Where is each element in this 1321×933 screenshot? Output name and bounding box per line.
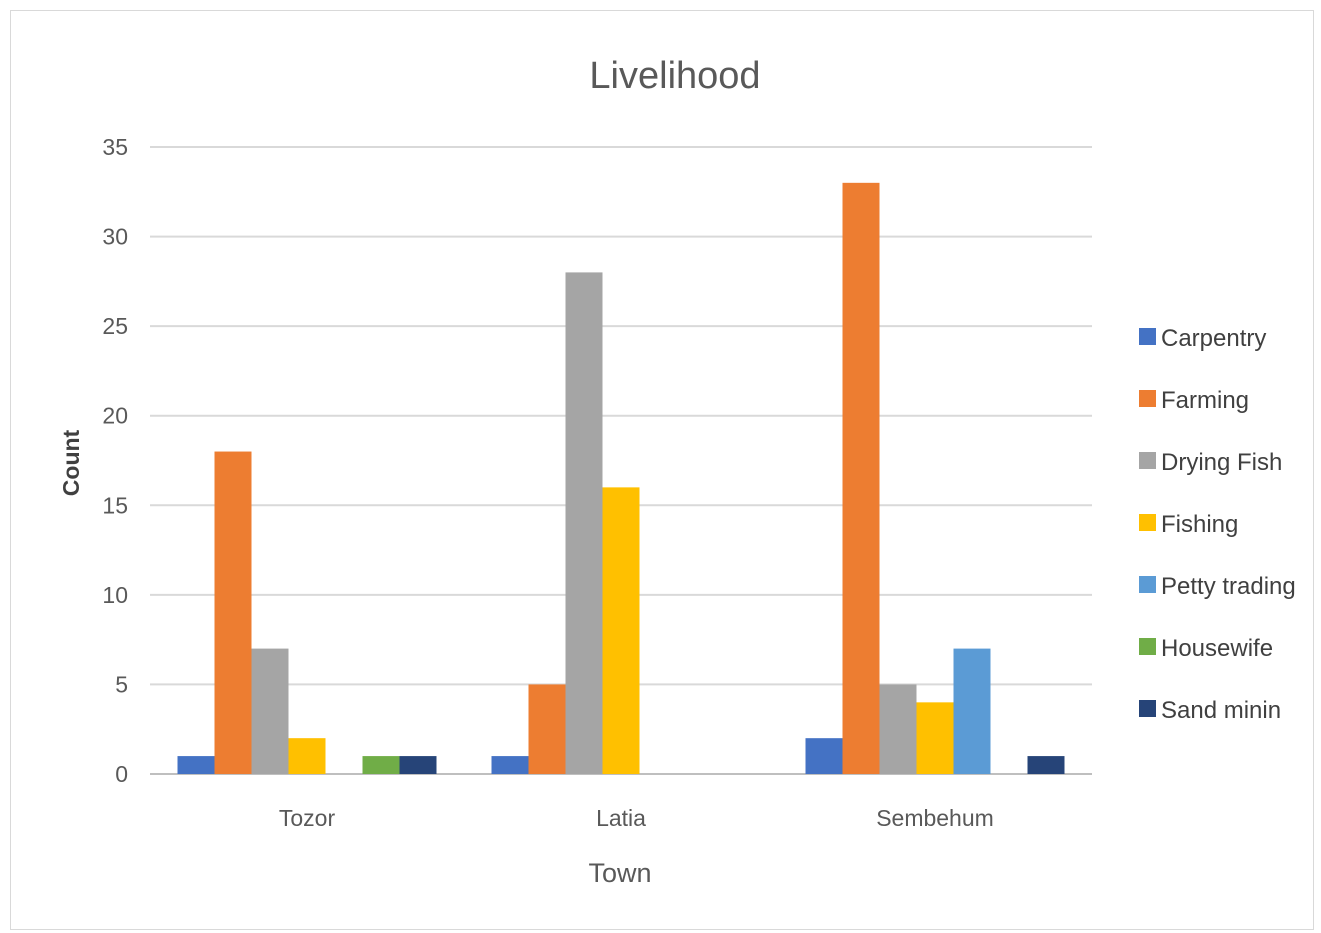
x-axis-ticks: Tozor Latia Sembehum <box>279 805 994 831</box>
y-tick-label: 5 <box>115 671 128 697</box>
legend-label: Drying Fish <box>1161 449 1282 476</box>
y-tick-label: 15 <box>102 492 128 518</box>
y-axis-title: Count <box>58 429 84 496</box>
y-tick-label: 20 <box>102 403 128 429</box>
legend-label: Housewife <box>1161 635 1273 662</box>
bar-sembehum-sand-minin <box>1027 756 1065 774</box>
bar-tozor-fishing <box>288 738 326 774</box>
y-tick-label: 10 <box>102 582 128 608</box>
y-tick-label: 25 <box>102 313 128 339</box>
x-tick-label: Sembehum <box>876 805 994 831</box>
bar-tozor-drying-fish <box>251 648 289 774</box>
legend-label: Farming <box>1161 387 1249 414</box>
legend-swatch <box>1139 700 1156 717</box>
bar-sembehum-fishing <box>916 702 954 774</box>
bar-latia-farming <box>528 684 566 774</box>
legend-swatch <box>1139 328 1156 345</box>
bar-tozor-sand-minin <box>399 756 437 774</box>
bar-tozor-housewife <box>362 756 400 774</box>
y-tick-label: 0 <box>115 761 128 787</box>
legend-label: Fishing <box>1161 511 1238 538</box>
bar-tozor-farming <box>214 451 252 774</box>
legend-label: Carpentry <box>1161 325 1266 352</box>
legend-swatch <box>1139 390 1156 407</box>
x-tick-label: Latia <box>596 805 646 831</box>
y-tick-label: 30 <box>102 224 128 250</box>
y-axis-ticks: 0 5 10 15 20 25 30 35 <box>102 134 128 787</box>
bars <box>177 182 1065 775</box>
y-tick-label: 35 <box>102 134 128 160</box>
legend-swatch <box>1139 638 1156 655</box>
legend-swatch <box>1139 576 1156 593</box>
bar-sembehum-carpentry <box>805 738 843 774</box>
chart-title: Livelihood <box>589 55 760 97</box>
legend-swatch <box>1139 514 1156 531</box>
bar-latia-drying-fish <box>565 272 603 774</box>
x-axis-title: Town <box>588 858 651 888</box>
bar-sembehum-drying-fish <box>879 684 917 774</box>
legend-label: Petty trading <box>1161 573 1296 600</box>
legend-label: Sand minin <box>1161 697 1281 724</box>
x-tick-label: Tozor <box>279 805 336 831</box>
bar-tozor-carpentry <box>177 756 215 774</box>
bar-latia-carpentry <box>491 756 529 774</box>
bar-sembehum-petty-trading <box>953 648 991 774</box>
bar-sembehum-farming <box>842 182 880 775</box>
legend-swatch <box>1139 452 1156 469</box>
bar-latia-fishing <box>602 487 640 774</box>
legend: Carpentry Farming Drying Fish Fishing Petty … <box>1139 325 1296 724</box>
